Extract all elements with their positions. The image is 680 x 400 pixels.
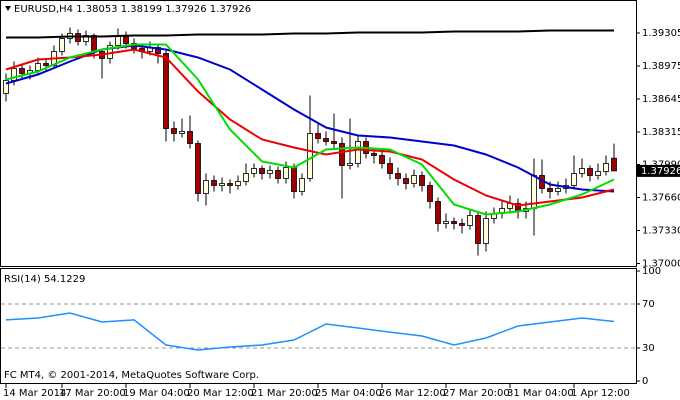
candle-body [547,188,553,192]
x-tick-label: 17 Mar 20:00 [59,388,126,399]
candle-body [355,141,361,164]
candle-body [347,163,353,166]
candle-body [251,168,257,174]
candle-body [579,168,585,174]
moving-average [6,29,614,39]
candle-body [235,181,241,186]
price-tag-box [637,164,680,177]
candle-body [227,183,233,186]
candle-body [443,221,449,224]
candle-body [403,178,409,184]
candle-body [571,173,577,186]
y-tick-label: 30 [642,343,655,354]
plot-layer: 1.393051.389751.386451.383151.379901.376… [1,27,680,399]
candle-body [43,63,49,66]
candle-body [371,153,377,156]
candle-body [307,133,313,179]
candle-body [419,175,425,186]
candle-body [611,157,617,172]
candle-body [435,201,441,224]
x-tick-label: 14 Mar 2014 [3,388,66,399]
x-tick-label: 25 Mar 04:00 [315,388,382,399]
candle-body [3,80,9,94]
candle-body [35,63,41,71]
candle-body [315,133,321,139]
x-tick-label: 26 Mar 12:00 [379,388,446,399]
candle-body [283,167,289,179]
panel-icon [5,6,11,11]
y-tick-label: 100 [642,266,661,277]
candle-body [243,173,249,182]
candle-body [595,171,601,176]
candle-body [603,163,609,172]
moving-average [5,43,615,216]
candle-body [395,173,401,179]
candle-body [467,215,473,226]
candle-body [475,215,481,244]
candle-body [275,170,281,179]
chart-title: EURUSD,H4 1.38053 1.38199 1.37926 1.3792… [14,4,251,15]
candle-body [411,175,417,184]
y-tick-label: 70 [642,299,655,310]
y-tick-label: 1.38975 [642,61,680,72]
candle-body [379,155,385,164]
candle-body [483,218,489,244]
x-tick-label: 20 Mar 12:00 [187,388,254,399]
y-tick-label: 0 [642,376,648,387]
candle-body [291,167,297,192]
x-tick-label: 1 Apr 12:00 [571,388,630,399]
x-tick-label: 19 Mar 04:00 [123,388,190,399]
moving-average [5,48,615,207]
candle-body [203,180,209,194]
rsi-panel [0,268,637,384]
candle-body [331,141,337,144]
y-tick-label: 1.38315 [642,127,680,138]
main-panel [0,0,637,267]
candle-body [179,131,185,134]
candle-body [299,178,305,192]
candle-body [339,143,345,166]
candle-body [451,221,457,224]
candle-body [387,163,393,174]
candle-body [427,185,433,202]
x-tick-label: 31 Mar 04:00 [507,388,574,399]
candle-body [555,188,561,192]
candle-body [267,170,273,174]
candle-body [459,223,465,226]
candle-body [59,38,65,52]
copyright: FC MT4, © 2001-2014, MetaQuotes Software… [4,370,259,381]
candle-body [219,183,225,186]
candle-body [323,138,329,142]
candle-body [171,128,177,134]
y-tick-label: 1.37660 [642,193,680,204]
y-tick-label: 1.38645 [642,94,680,105]
candle-body [195,143,201,194]
rsi-line [5,312,615,351]
y-tick-label: 1.37000 [642,259,680,270]
price-tag-label: 1.37926 [641,166,680,177]
x-tick-label: 21 Mar 20:00 [251,388,318,399]
candle-body [163,53,169,129]
rsi-title: RSI(14) 54.1229 [4,274,85,285]
candle-body [259,168,265,174]
y-tick-label: 1.39305 [642,28,680,39]
y-tick-label: 1.37330 [642,226,680,237]
candle-body [187,131,193,144]
candle-body [19,68,25,74]
candle-body [587,168,593,176]
x-tick-label: 27 Mar 20:00 [443,388,510,399]
candle-body [211,180,217,186]
candle-body [91,35,97,52]
